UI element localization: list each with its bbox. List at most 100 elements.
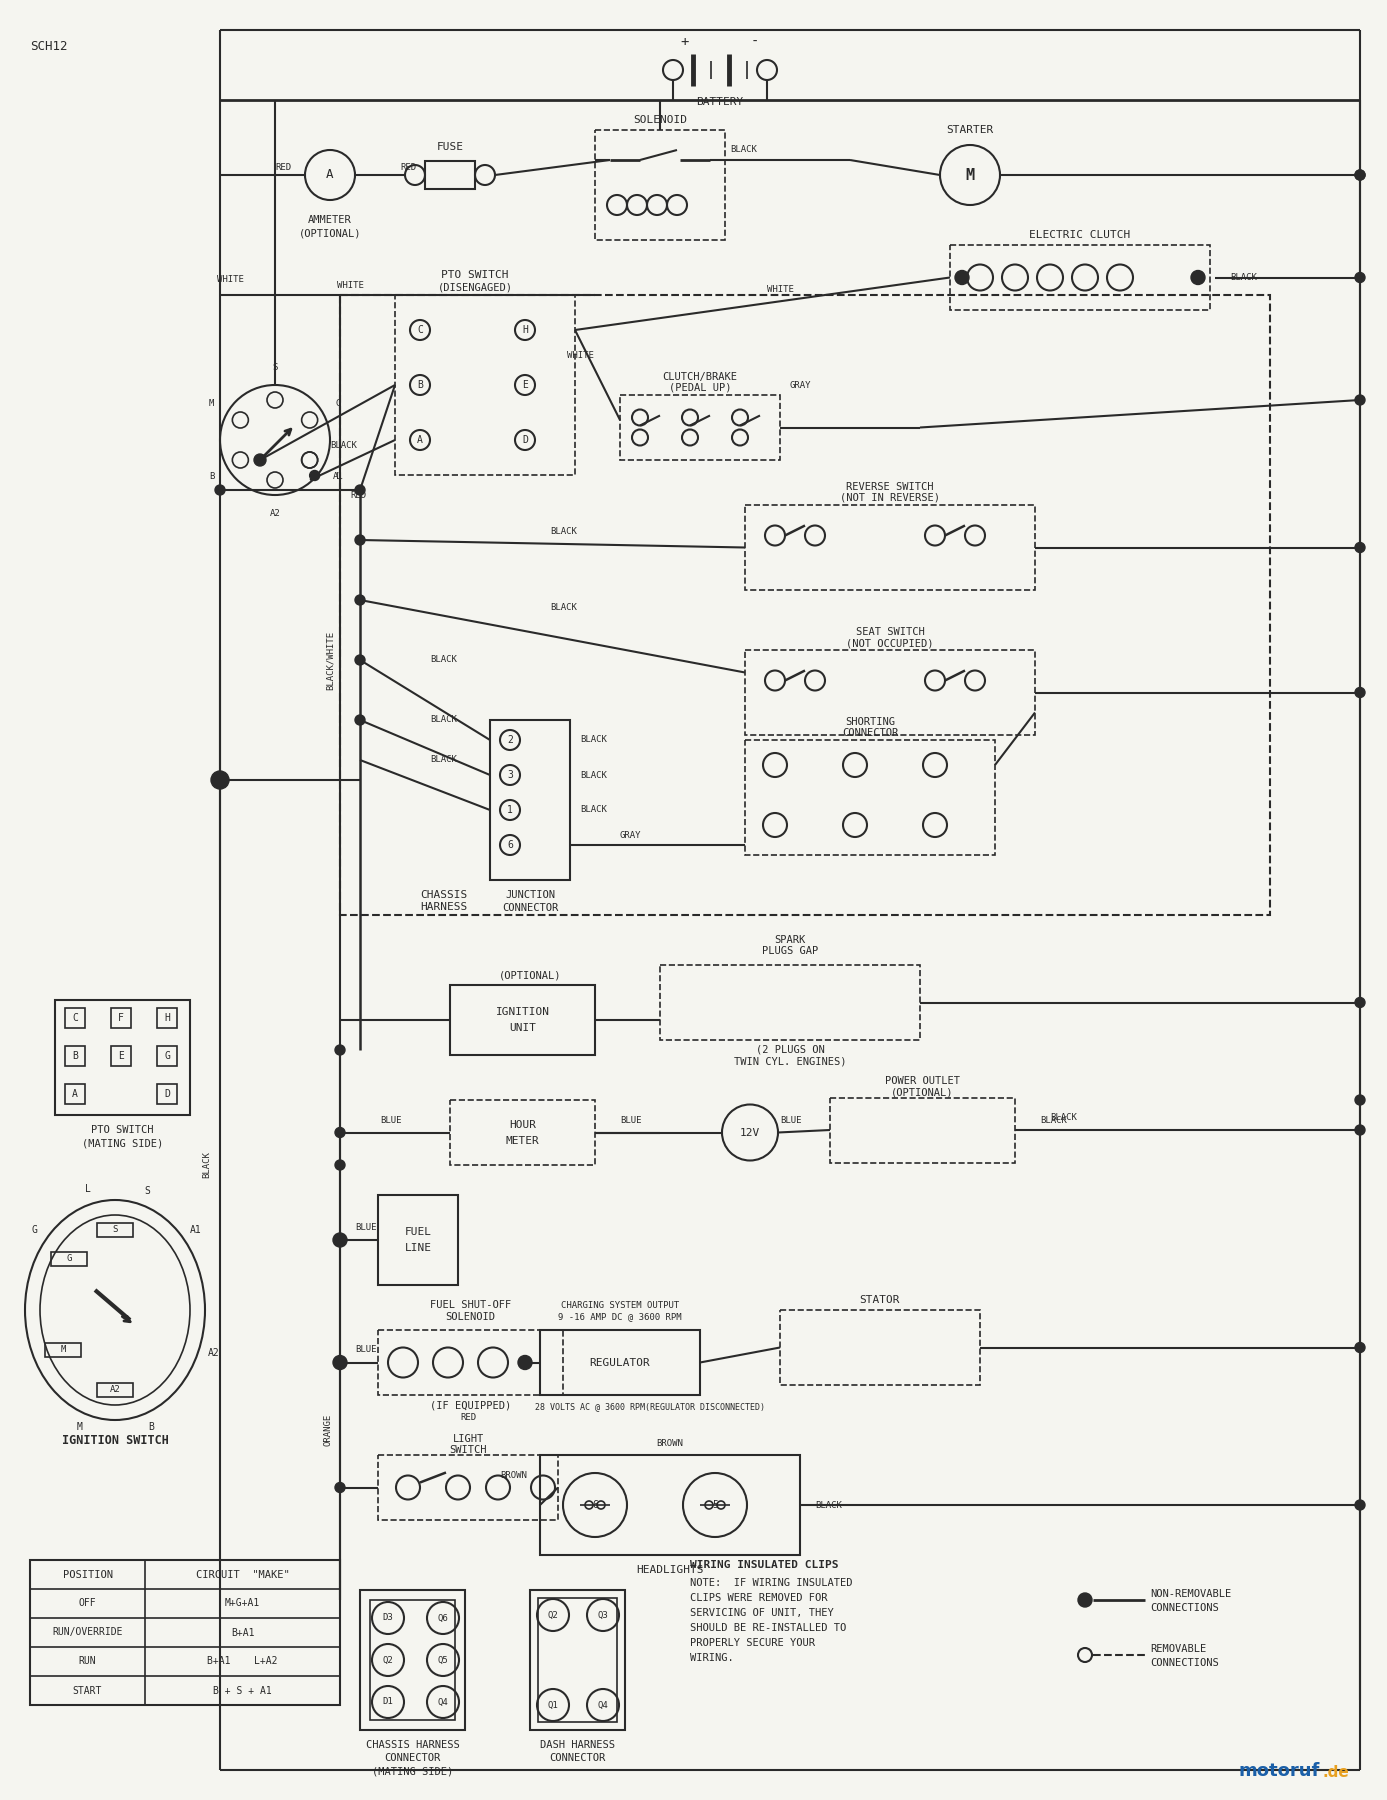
Text: BLACK/WHITE: BLACK/WHITE (326, 630, 334, 689)
Bar (424, 160, 474, 189)
Bar (660, 965, 920, 1040)
Text: REGULATOR: REGULATOR (589, 1357, 651, 1368)
Text: B: B (209, 472, 215, 481)
Text: RED: RED (350, 490, 366, 499)
Circle shape (1355, 169, 1365, 180)
Circle shape (336, 1046, 345, 1055)
Text: CONNECTOR: CONNECTOR (502, 904, 558, 913)
Text: 1: 1 (508, 805, 513, 815)
Text: A1: A1 (333, 472, 344, 481)
Circle shape (1355, 542, 1365, 553)
Circle shape (1078, 1649, 1092, 1661)
Text: +: + (681, 34, 689, 49)
Text: 6: 6 (508, 841, 513, 850)
Bar (97, 1222, 133, 1237)
Text: AMMETER: AMMETER (308, 214, 352, 225)
Text: G: G (32, 1224, 37, 1235)
Text: F: F (118, 1013, 123, 1022)
Text: 12V: 12V (739, 1127, 760, 1138)
Text: WHITE: WHITE (767, 286, 793, 295)
Text: motoruf: motoruf (1239, 1762, 1320, 1780)
Text: BROWN: BROWN (499, 1471, 527, 1480)
Bar (745, 650, 1035, 734)
Text: CLIPS WERE REMOVED FOR: CLIPS WERE REMOVED FOR (689, 1593, 828, 1604)
Text: Q1: Q1 (548, 1701, 559, 1710)
Text: Q2: Q2 (548, 1611, 559, 1620)
Bar (65, 1008, 85, 1028)
Text: CIRCUIT  "MAKE": CIRCUIT "MAKE" (196, 1570, 290, 1580)
Bar (157, 1084, 178, 1103)
Circle shape (254, 454, 266, 466)
Text: S: S (112, 1226, 118, 1235)
Text: SOLENOID: SOLENOID (445, 1312, 495, 1321)
Text: RED: RED (275, 164, 291, 173)
Text: PLUGS GAP: PLUGS GAP (761, 947, 818, 956)
Text: SWITCH: SWITCH (449, 1445, 487, 1454)
Bar (379, 1330, 563, 1395)
Text: WHITE: WHITE (566, 351, 594, 360)
Text: HEADLIGHTS: HEADLIGHTS (637, 1564, 703, 1575)
Circle shape (1355, 1499, 1365, 1510)
Text: WHITE: WHITE (337, 281, 363, 290)
Text: BLACK: BLACK (1040, 1116, 1067, 1125)
Bar (540, 1330, 700, 1395)
Circle shape (355, 535, 365, 545)
Text: B + S + A1: B + S + A1 (214, 1685, 272, 1696)
Text: STATOR: STATOR (860, 1294, 900, 1305)
Text: BLUE: BLUE (620, 1116, 642, 1125)
Circle shape (1355, 688, 1365, 697)
Text: (PEDAL UP): (PEDAL UP) (669, 383, 731, 392)
Text: Q2: Q2 (383, 1656, 394, 1665)
Circle shape (1355, 1343, 1365, 1352)
Bar (65, 1084, 85, 1103)
Text: CONNECTOR: CONNECTOR (549, 1753, 606, 1762)
Text: BLACK: BLACK (1230, 274, 1257, 283)
Text: ORANGE: ORANGE (323, 1413, 333, 1445)
Text: (MATING SIDE): (MATING SIDE) (372, 1766, 454, 1777)
Circle shape (517, 1355, 533, 1370)
Text: REVERSE SWITCH: REVERSE SWITCH (846, 482, 933, 491)
Bar (157, 1046, 178, 1066)
Text: 9 -16 AMP DC @ 3600 RPM: 9 -16 AMP DC @ 3600 RPM (558, 1312, 682, 1321)
Text: SHORTING: SHORTING (845, 716, 895, 727)
Bar (111, 1008, 130, 1028)
Text: M: M (965, 167, 975, 182)
Text: M: M (76, 1422, 82, 1433)
Bar (370, 1600, 455, 1721)
Text: FUSE: FUSE (437, 142, 463, 151)
Text: D: D (522, 436, 528, 445)
Text: (MATING SIDE): (MATING SIDE) (82, 1138, 164, 1148)
Text: CONNECTOR: CONNECTOR (384, 1753, 441, 1762)
Bar (745, 506, 1035, 590)
Text: B+A1: B+A1 (230, 1627, 254, 1638)
Circle shape (1355, 997, 1365, 1008)
Circle shape (1191, 270, 1205, 284)
Text: Q5: Q5 (438, 1656, 448, 1665)
Text: BLACK: BLACK (551, 527, 577, 536)
Text: IGNITION: IGNITION (495, 1006, 549, 1017)
Text: BLACK: BLACK (580, 736, 608, 745)
Circle shape (1355, 1094, 1365, 1105)
Text: Q4: Q4 (438, 1697, 448, 1706)
Text: METER: METER (506, 1136, 540, 1145)
Text: Q6: Q6 (438, 1613, 448, 1622)
Text: START: START (72, 1685, 103, 1696)
Text: LINE: LINE (405, 1244, 431, 1253)
Text: 28 VOLTS AC @ 3600 RPM(REGULATOR DISCONNECTED): 28 VOLTS AC @ 3600 RPM(REGULATOR DISCONN… (535, 1402, 766, 1411)
Bar (540, 1454, 800, 1555)
Circle shape (355, 484, 365, 495)
Text: SHOULD BE RE-INSTALLED TO: SHOULD BE RE-INSTALLED TO (689, 1624, 846, 1633)
Text: 5: 5 (712, 1499, 718, 1510)
Text: CONNECTIONS: CONNECTIONS (1150, 1658, 1219, 1669)
Text: OFF: OFF (79, 1598, 96, 1609)
Text: WHITE: WHITE (216, 275, 244, 284)
Circle shape (355, 655, 365, 664)
Text: TWIN CYL. ENGINES): TWIN CYL. ENGINES) (734, 1057, 846, 1067)
Bar (829, 1098, 1015, 1163)
Text: C: C (72, 1013, 78, 1022)
Text: RUN: RUN (79, 1656, 96, 1667)
Text: GRAY: GRAY (791, 380, 811, 389)
Bar (55, 1001, 190, 1114)
Text: -: - (750, 34, 759, 49)
Text: HOUR: HOUR (509, 1120, 535, 1130)
